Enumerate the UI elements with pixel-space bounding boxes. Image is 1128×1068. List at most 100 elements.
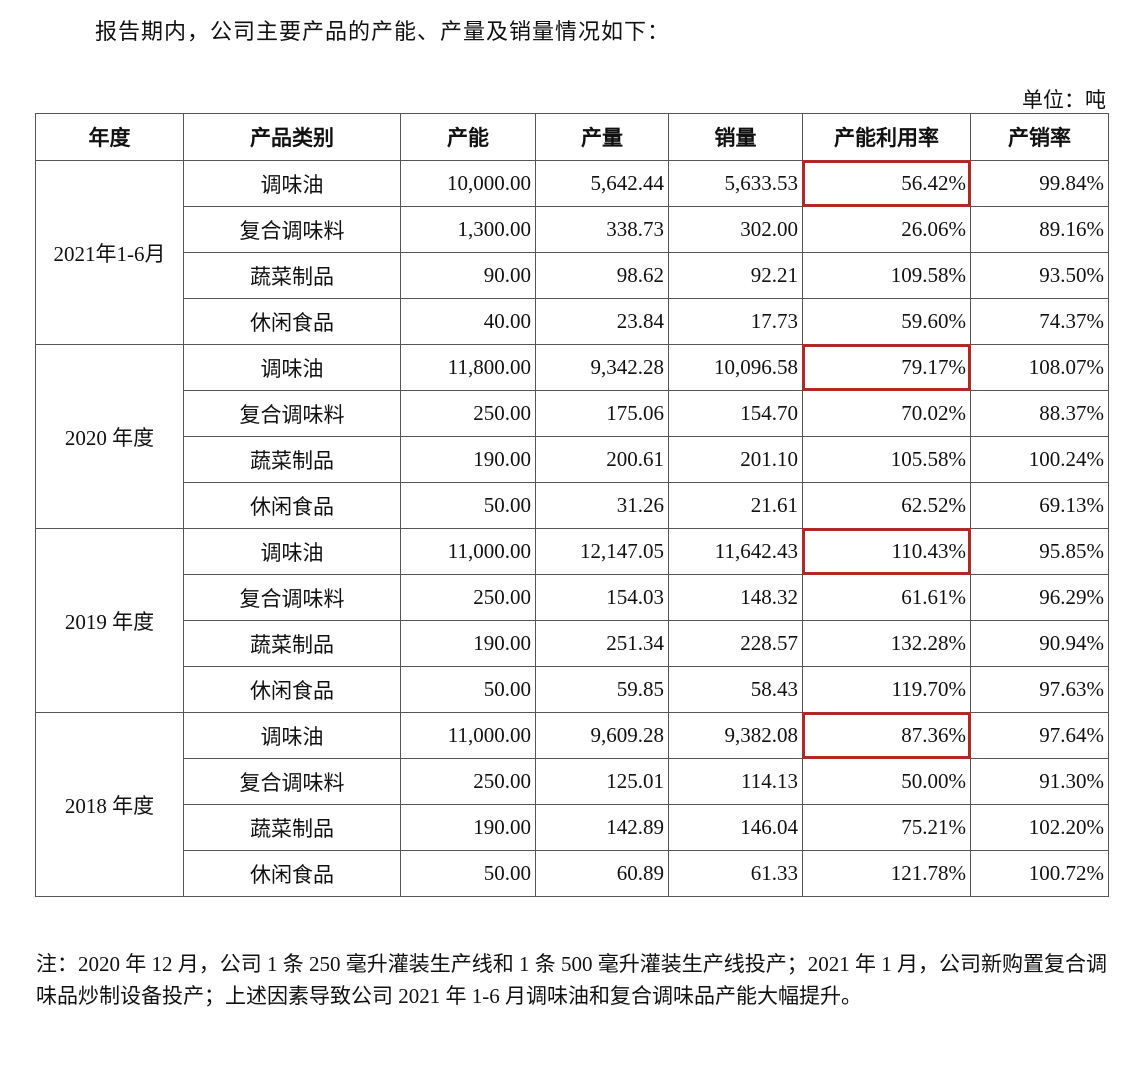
capacity-cell: 250.00 [400,574,536,621]
category-cell: 休闲食品 [183,666,401,713]
period-cell: 2018 年度 [35,712,184,897]
category-cell: 复合调味料 [183,206,401,253]
output-cell: 60.89 [535,850,669,897]
sell-through-cell: 97.63% [970,666,1109,713]
category-cell: 复合调味料 [183,758,401,805]
category-cell: 调味油 [183,528,401,575]
output-cell: 175.06 [535,390,669,437]
sell-through-cell: 89.16% [970,206,1109,253]
output-cell: 200.61 [535,436,669,483]
capacity-cell: 10,000.00 [400,160,536,207]
capacity-table: 年度 产品类别 产能 产量 销量 产能利用率 产销率 2021年1-6月 调味油 1… [35,113,1109,897]
category-cell: 调味油 [183,344,401,391]
output-cell: 251.34 [535,620,669,667]
sales-cell: 148.32 [668,574,803,621]
utilization-cell: 121.78% [802,850,971,897]
period-cell: 2019 年度 [35,528,184,713]
sales-cell: 154.70 [668,390,803,437]
output-cell: 12,147.05 [535,528,669,575]
table-row: 2020 年度 调味油 11,800.00 9,342.28 10,096.58 79.1… [35,344,1109,529]
utilization-cell: 119.70% [802,666,971,713]
sales-cell: 21.61 [668,482,803,529]
category-cell: 蔬菜制品 [183,804,401,851]
output-cell: 9,342.28 [535,344,669,391]
utilization-cell: 56.42% [802,160,972,208]
category-cell: 蔬菜制品 [183,252,401,299]
sell-through-cell: 95.85% [970,528,1109,575]
table-row: 复合调味料 250.00 125.01 114.13 50.00% 91.30% [36,758,1109,805]
utilization-cell: 26.06% [802,206,971,253]
sell-through-cell: 100.24% [970,436,1109,483]
sell-through-cell: 69.13% [970,482,1109,529]
table-row: 复合调味料 250.00 154.03 148.32 61.61% 96.29% [36,574,1109,621]
sell-through-cell: 108.07% [970,344,1109,391]
sales-cell: 61.33 [668,850,803,897]
utilization-cell: 87.36% [802,712,972,760]
table-row: 休闲食品 50.00 59.85 58.43 119.70% 97.63% [36,666,1109,713]
sales-cell: 11,642.43 [668,528,803,575]
output-cell: 338.73 [535,206,669,253]
output-cell: 9,609.28 [535,712,669,759]
sales-cell: 5,633.53 [668,160,803,207]
category-cell: 休闲食品 [183,850,401,897]
footnote: 注：2020 年 12 月，公司 1 条 250 毫升灌装生产线和 1 条 50… [36,952,1107,1008]
capacity-cell: 190.00 [400,436,536,483]
capacity-cell: 11,000.00 [400,528,536,575]
header-sales: 销量 [668,113,803,161]
category-cell: 蔬菜制品 [183,620,401,667]
utilization-cell: 79.17% [802,344,972,392]
header-sell-through: 产销率 [970,113,1109,161]
sales-cell: 58.43 [668,666,803,713]
sales-cell: 302.00 [668,206,803,253]
header-category: 产品类别 [183,113,401,161]
capacity-cell: 250.00 [400,390,536,437]
table-row: 2018 年度 调味油 11,000.00 9,609.28 9,382.08 87.36… [35,712,1109,897]
table-body: 2021年1-6月 调味油 10,000.00 5,642.44 5,633.53 56.… [35,160,1109,897]
table-row: 2021年1-6月 调味油 10,000.00 5,642.44 5,633.53 56.… [35,160,1109,345]
utilization-cell: 70.02% [802,390,971,437]
sell-through-cell: 97.64% [970,712,1109,759]
header-utilization: 产能利用率 [802,113,971,161]
header-capacity: 产能 [400,113,536,161]
table-row: 蔬菜制品 190.00 251.34 228.57 132.28% 90.94% [36,620,1109,667]
output-cell: 154.03 [535,574,669,621]
capacity-cell: 190.00 [400,620,536,667]
capacity-cell: 250.00 [400,758,536,805]
utilization-cell: 110.43% [802,528,972,576]
sales-cell: 10,096.58 [668,344,803,391]
category-cell: 调味油 [183,712,401,759]
utilization-cell: 75.21% [802,804,971,851]
utilization-cell: 109.58% [802,252,971,299]
output-cell: 125.01 [535,758,669,805]
capacity-cell: 1,300.00 [400,206,536,253]
capacity-cell: 50.00 [400,850,536,897]
period-cell: 2020 年度 [35,344,184,529]
unit-label: 单位：吨 [1022,88,1106,112]
sell-through-cell: 93.50% [970,252,1109,299]
category-cell: 复合调味料 [183,574,401,621]
table-row: 复合调味料 250.00 175.06 154.70 70.02% 88.37% [36,390,1109,437]
table-row: 蔬菜制品 190.00 200.61 201.10 105.58% 100.24% [36,436,1109,483]
category-cell: 休闲食品 [183,298,401,345]
sales-cell: 9,382.08 [668,712,803,759]
sell-through-cell: 91.30% [970,758,1109,805]
table-row: 休闲食品 40.00 23.84 17.73 59.60% 74.37% [36,298,1109,345]
sales-cell: 201.10 [668,436,803,483]
capacity-cell: 40.00 [400,298,536,345]
sales-cell: 114.13 [668,758,803,805]
utilization-cell: 50.00% [802,758,971,805]
capacity-cell: 11,800.00 [400,344,536,391]
output-cell: 59.85 [535,666,669,713]
output-cell: 31.26 [535,482,669,529]
table-header-row: 年度 产品类别 产能 产量 销量 产能利用率 产销率 [35,113,1109,161]
sales-cell: 146.04 [668,804,803,851]
sell-through-cell: 90.94% [970,620,1109,667]
table-row: 蔬菜制品 90.00 98.62 92.21 109.58% 93.50% [36,252,1109,299]
sell-through-cell: 102.20% [970,804,1109,851]
sell-through-cell: 96.29% [970,574,1109,621]
category-cell: 调味油 [183,160,401,207]
capacity-cell: 50.00 [400,666,536,713]
output-cell: 142.89 [535,804,669,851]
capacity-cell: 11,000.00 [400,712,536,759]
period-cell: 2021年1-6月 [35,160,184,345]
